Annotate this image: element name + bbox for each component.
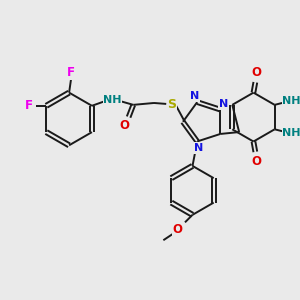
Text: F: F (67, 66, 75, 80)
Text: NH: NH (103, 95, 122, 105)
Text: N: N (218, 99, 228, 109)
Text: N: N (190, 92, 199, 101)
Text: O: O (120, 119, 130, 132)
Text: N: N (194, 143, 203, 153)
Text: NH: NH (282, 96, 300, 106)
Text: S: S (167, 98, 176, 111)
Text: O: O (251, 66, 261, 80)
Text: F: F (26, 99, 33, 112)
Text: O: O (251, 155, 261, 168)
Text: NH: NH (282, 128, 300, 138)
Text: O: O (172, 224, 182, 236)
